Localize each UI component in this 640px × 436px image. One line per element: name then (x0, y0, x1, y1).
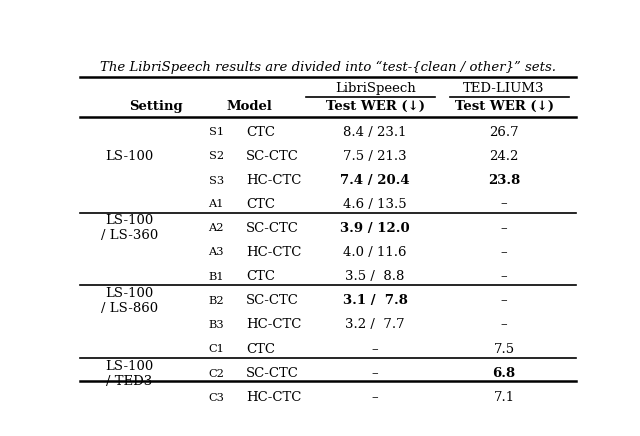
Text: S2: S2 (209, 151, 224, 161)
Text: A2: A2 (209, 223, 224, 233)
Text: The LibriSpeech results are divided into “test-{clean / other}” sets.: The LibriSpeech results are divided into… (100, 61, 556, 74)
Text: SC-CTC: SC-CTC (246, 367, 299, 380)
Text: 7.1: 7.1 (493, 391, 515, 404)
Text: HC-CTC: HC-CTC (246, 174, 301, 187)
Text: A3: A3 (209, 247, 224, 257)
Text: 7.5 / 21.3: 7.5 / 21.3 (343, 150, 407, 163)
Text: 4.6 / 13.5: 4.6 / 13.5 (343, 198, 407, 211)
Text: TED-LIUM3: TED-LIUM3 (463, 82, 545, 95)
Text: 7.5: 7.5 (493, 343, 515, 356)
Text: –: – (500, 222, 508, 235)
Text: LS-100: LS-100 (106, 150, 154, 163)
Text: HC-CTC: HC-CTC (246, 318, 301, 331)
Text: 7.4 / 20.4: 7.4 / 20.4 (340, 174, 410, 187)
Text: LibriSpeech: LibriSpeech (335, 82, 415, 95)
Text: C3: C3 (208, 393, 224, 403)
Text: 26.7: 26.7 (489, 126, 519, 139)
Text: HC-CTC: HC-CTC (246, 391, 301, 404)
Text: SC-CTC: SC-CTC (246, 294, 299, 307)
Text: 8.4 / 23.1: 8.4 / 23.1 (344, 126, 407, 139)
Text: 23.8: 23.8 (488, 174, 520, 187)
Text: A1: A1 (209, 199, 224, 209)
Text: Setting: Setting (129, 100, 183, 113)
Text: B1: B1 (208, 272, 224, 282)
Text: –: – (372, 391, 378, 404)
Text: 3.5 /  8.8: 3.5 / 8.8 (346, 270, 405, 283)
Text: 6.8: 6.8 (493, 367, 516, 380)
Text: –: – (500, 318, 508, 331)
Text: LS-100
/ TED3: LS-100 / TED3 (106, 360, 154, 388)
Text: HC-CTC: HC-CTC (246, 246, 301, 259)
Text: S3: S3 (209, 176, 224, 186)
Text: –: – (372, 343, 378, 356)
Text: LS-100
/ LS-360: LS-100 / LS-360 (101, 214, 158, 242)
Text: SC-CTC: SC-CTC (246, 150, 299, 163)
Text: Model: Model (227, 100, 272, 113)
Text: CTC: CTC (246, 198, 275, 211)
Text: B2: B2 (208, 296, 224, 306)
Text: 3.9 / 12.0: 3.9 / 12.0 (340, 222, 410, 235)
Text: 3.2 /  7.7: 3.2 / 7.7 (346, 318, 405, 331)
Text: SC-CTC: SC-CTC (246, 222, 299, 235)
Text: LS-100
/ LS-860: LS-100 / LS-860 (101, 287, 158, 315)
Text: –: – (500, 294, 508, 307)
Text: –: – (500, 246, 508, 259)
Text: CTC: CTC (246, 270, 275, 283)
Text: Test WER (↓): Test WER (↓) (454, 100, 554, 113)
Text: Test WER (↓): Test WER (↓) (326, 100, 424, 113)
Text: CTC: CTC (246, 343, 275, 356)
Text: C2: C2 (208, 368, 224, 378)
Text: 24.2: 24.2 (490, 150, 519, 163)
Text: S1: S1 (209, 127, 224, 137)
Text: CTC: CTC (246, 126, 275, 139)
Text: B3: B3 (208, 320, 224, 330)
Text: –: – (372, 367, 378, 380)
Text: –: – (500, 270, 508, 283)
Text: 4.0 / 11.6: 4.0 / 11.6 (344, 246, 407, 259)
Text: C1: C1 (208, 344, 224, 354)
Text: –: – (500, 198, 508, 211)
Text: 3.1 /  7.8: 3.1 / 7.8 (342, 294, 408, 307)
